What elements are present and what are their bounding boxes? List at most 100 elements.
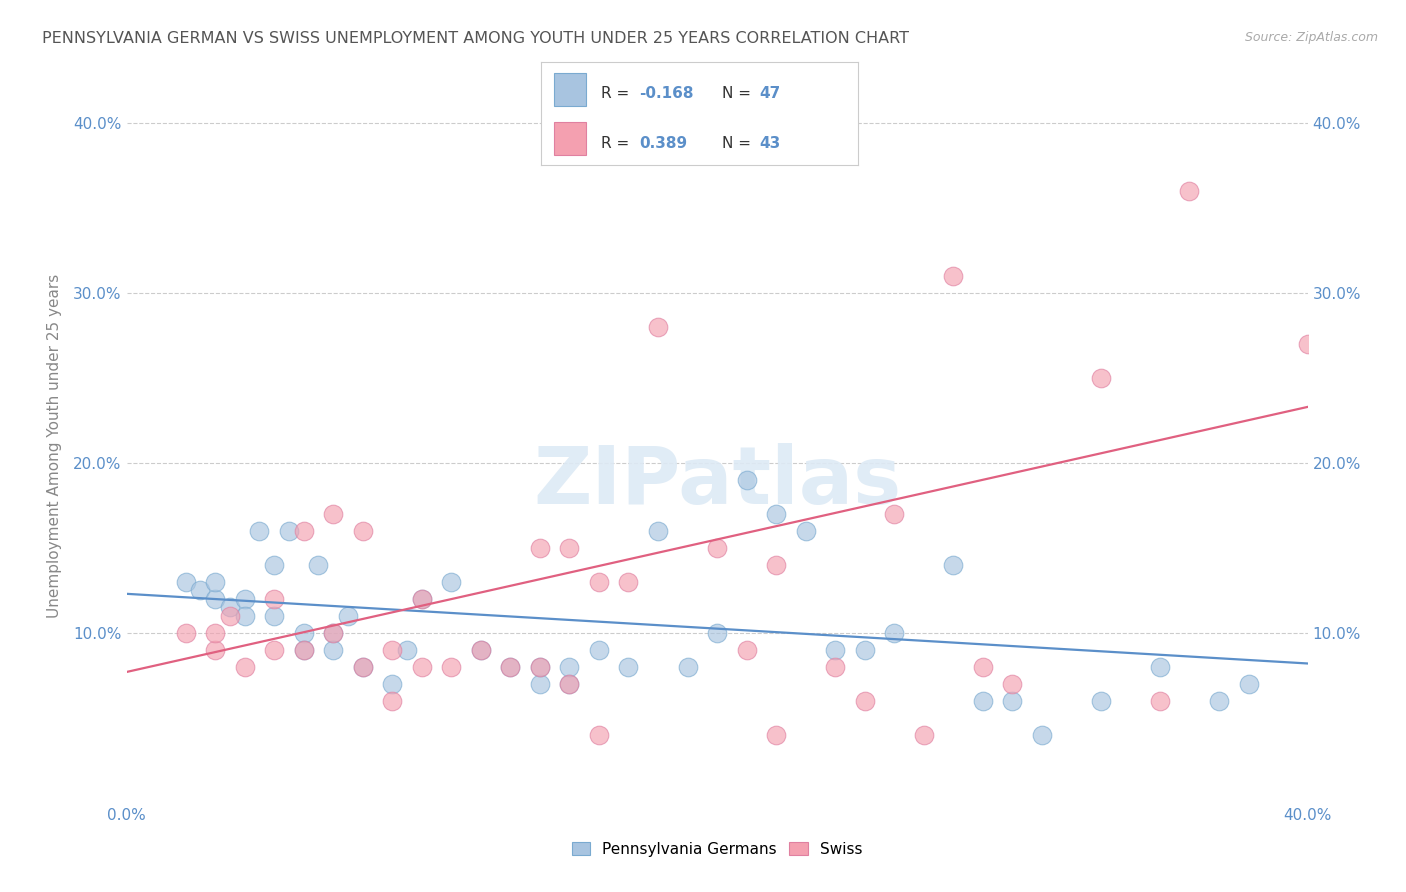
Point xyxy=(529,660,551,674)
Point xyxy=(558,660,581,674)
Point xyxy=(735,643,758,657)
Point xyxy=(204,626,226,640)
Point xyxy=(381,694,404,708)
Point xyxy=(1149,694,1171,708)
Point xyxy=(247,524,270,538)
Point xyxy=(794,524,817,538)
Text: 0.389: 0.389 xyxy=(640,136,688,151)
Point xyxy=(204,591,226,606)
Point xyxy=(322,626,344,640)
Y-axis label: Unemployment Among Youth under 25 years: Unemployment Among Youth under 25 years xyxy=(46,274,62,618)
FancyBboxPatch shape xyxy=(554,122,586,155)
Point xyxy=(322,626,344,640)
Point xyxy=(440,660,463,674)
Text: 43: 43 xyxy=(759,136,780,151)
Text: R =: R = xyxy=(602,136,634,151)
Point xyxy=(529,541,551,555)
Point xyxy=(1237,677,1260,691)
Point xyxy=(942,269,965,284)
Point xyxy=(499,660,522,674)
Point xyxy=(219,608,242,623)
Point xyxy=(529,660,551,674)
Point xyxy=(204,574,226,589)
Point xyxy=(588,728,610,742)
Point xyxy=(765,728,787,742)
Point xyxy=(263,643,285,657)
Point xyxy=(219,600,242,615)
Point xyxy=(647,524,669,538)
Point xyxy=(558,677,581,691)
Point xyxy=(706,626,728,640)
Point xyxy=(529,677,551,691)
Point xyxy=(352,660,374,674)
Point xyxy=(558,677,581,691)
Point xyxy=(322,507,344,521)
Point xyxy=(337,608,360,623)
Point xyxy=(617,660,640,674)
Point xyxy=(292,643,315,657)
Point xyxy=(647,320,669,334)
Point xyxy=(1001,677,1024,691)
Point xyxy=(322,643,344,657)
Point xyxy=(972,694,994,708)
Point xyxy=(381,643,404,657)
Point xyxy=(765,507,787,521)
Text: ZIPatlas: ZIPatlas xyxy=(533,442,901,521)
Point xyxy=(440,574,463,589)
Point xyxy=(352,660,374,674)
Point xyxy=(233,591,256,606)
Text: PENNSYLVANIA GERMAN VS SWISS UNEMPLOYMENT AMONG YOUTH UNDER 25 YEARS CORRELATION: PENNSYLVANIA GERMAN VS SWISS UNEMPLOYMEN… xyxy=(42,31,910,46)
Point xyxy=(1208,694,1230,708)
Text: N =: N = xyxy=(721,87,755,102)
Point xyxy=(824,643,846,657)
Point xyxy=(411,660,433,674)
Text: -0.168: -0.168 xyxy=(640,87,695,102)
Point xyxy=(307,558,329,572)
Point xyxy=(1296,337,1319,351)
Point xyxy=(1090,371,1112,385)
Point xyxy=(292,626,315,640)
Point xyxy=(411,591,433,606)
Point xyxy=(588,643,610,657)
Point xyxy=(1031,728,1053,742)
Point xyxy=(912,728,935,742)
Point xyxy=(1001,694,1024,708)
Point xyxy=(942,558,965,572)
Point xyxy=(972,660,994,674)
Point xyxy=(263,608,285,623)
Point xyxy=(853,694,876,708)
Point xyxy=(824,660,846,674)
Point xyxy=(883,507,905,521)
Point xyxy=(411,591,433,606)
Point xyxy=(233,660,256,674)
Point xyxy=(853,643,876,657)
Point xyxy=(381,677,404,691)
Point xyxy=(233,608,256,623)
Point xyxy=(263,558,285,572)
Point xyxy=(470,643,492,657)
Point xyxy=(174,626,197,640)
Point xyxy=(499,660,522,674)
FancyBboxPatch shape xyxy=(554,73,586,105)
Point xyxy=(278,524,301,538)
Point xyxy=(558,541,581,555)
Point xyxy=(617,574,640,589)
Text: N =: N = xyxy=(721,136,755,151)
Point xyxy=(470,643,492,657)
Point xyxy=(263,591,285,606)
Point xyxy=(188,583,211,598)
Legend: Pennsylvania Germans, Swiss: Pennsylvania Germans, Swiss xyxy=(565,836,869,863)
Point xyxy=(676,660,699,674)
Point xyxy=(706,541,728,555)
Point xyxy=(292,643,315,657)
Point xyxy=(765,558,787,572)
Text: 47: 47 xyxy=(759,87,780,102)
Point xyxy=(588,574,610,589)
Point xyxy=(352,524,374,538)
Point xyxy=(396,643,419,657)
Point xyxy=(292,524,315,538)
Point xyxy=(1178,184,1201,198)
Text: Source: ZipAtlas.com: Source: ZipAtlas.com xyxy=(1244,31,1378,45)
Text: R =: R = xyxy=(602,87,634,102)
Point xyxy=(883,626,905,640)
